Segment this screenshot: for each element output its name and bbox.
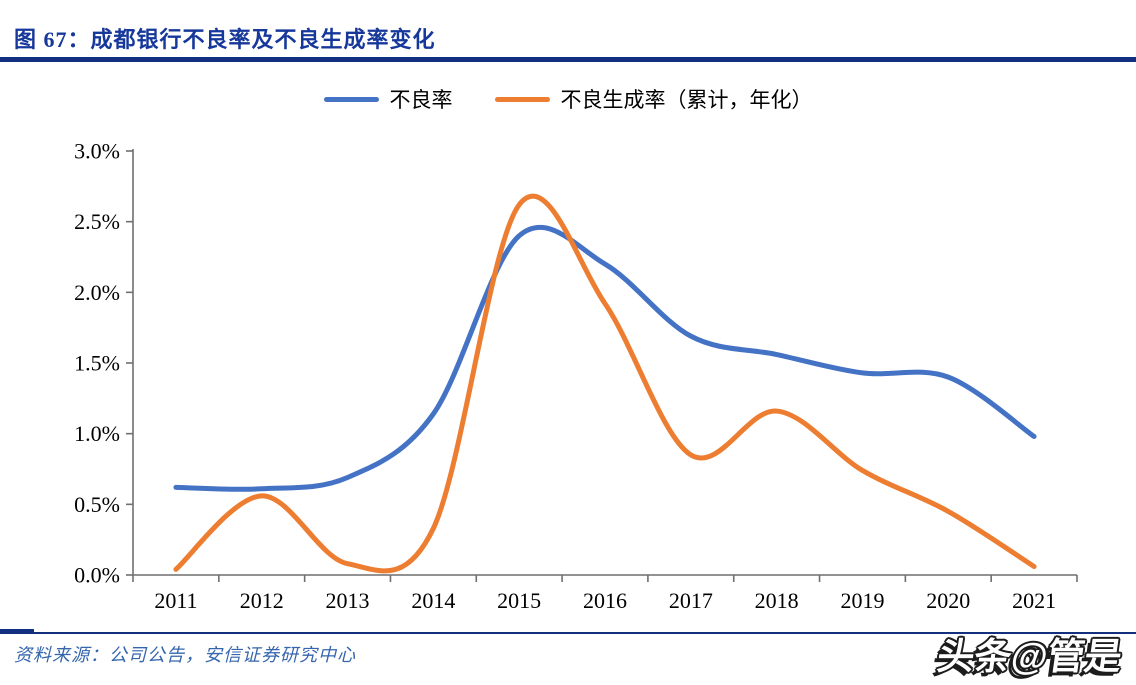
title-divider <box>0 57 1136 62</box>
x-tick-label: 2011 <box>154 588 197 613</box>
y-tick-label: 3.0% <box>74 139 120 164</box>
x-tick-label: 2014 <box>411 588 455 613</box>
series-line-npl-generation <box>173 193 1037 574</box>
source-note: 资料来源：公司公告，安信证券研究中心 <box>14 645 356 665</box>
y-tick-label: 0.5% <box>74 492 120 517</box>
y-tick-label: 2.5% <box>74 209 120 234</box>
y-tick-label: 1.0% <box>74 421 120 446</box>
y-tick-label: 2.0% <box>74 280 120 305</box>
legend-item-npl-ratio[interactable]: 不良率 <box>323 84 453 114</box>
legend-label: 不良率 <box>389 88 453 112</box>
legend-line-sample-blue <box>323 96 379 102</box>
x-tick-label: 2013 <box>326 588 370 613</box>
footer-divider-accent <box>0 629 34 634</box>
legend-label: 不良生成率（累计，年化） <box>560 88 813 112</box>
x-tick-label: 2012 <box>240 588 284 613</box>
footer-divider <box>0 632 1136 634</box>
figure-title: 图 67：成都银行不良率及不良生成率变化 <box>14 27 436 52</box>
series-line-npl-ratio <box>173 224 1037 492</box>
x-tick-label: 2021 <box>1012 588 1056 613</box>
x-tick-label: 2016 <box>583 588 627 613</box>
legend-line-sample-orange <box>494 96 550 102</box>
x-tick-label: 2015 <box>497 588 541 613</box>
x-tick-label: 2019 <box>840 588 884 613</box>
watermark: 头条@管是 <box>934 636 1125 677</box>
x-tick-label: 2020 <box>926 588 970 613</box>
x-tick-label: 2018 <box>755 588 799 613</box>
y-tick-label: 1.5% <box>74 351 120 376</box>
legend-item-npl-generation[interactable]: 不良生成率（累计，年化） <box>494 84 813 114</box>
y-tick-label: 0.0% <box>74 563 120 588</box>
x-tick-label: 2017 <box>669 588 713 613</box>
chart-legend: 不良率 不良生成率（累计，年化） <box>0 84 1136 114</box>
